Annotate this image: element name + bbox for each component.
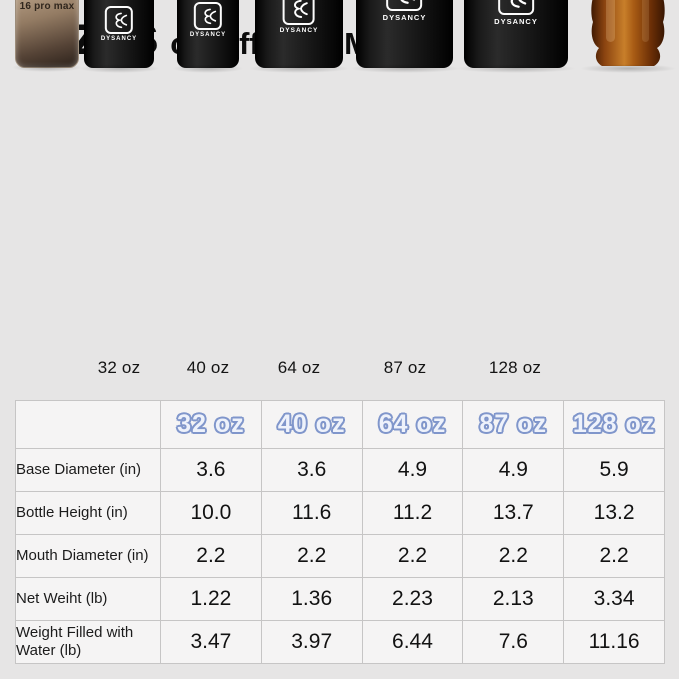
brand-logo: DYSANCY <box>101 6 137 42</box>
cell-value: 2.13 <box>462 577 565 621</box>
row-label: Base Diameter (in) <box>15 448 161 492</box>
caption-32oz: 32 oz <box>97 358 141 377</box>
cell-value: 3.97 <box>260 620 363 664</box>
bottle-87oz: DYSANCY <box>356 0 453 68</box>
cell-value: 5.9 <box>563 448 665 492</box>
brand-wordmark: DYSANCY <box>382 13 427 22</box>
cell-value: 3.6 <box>260 448 363 492</box>
cell-value: 2.2 <box>260 534 363 578</box>
row-label: Net Weiht (lb) <box>15 577 161 621</box>
bottle-32oz: DYSANCY <box>84 0 154 68</box>
bottle-body: DYSANCY <box>464 0 568 68</box>
cell-value: 13.2 <box>563 491 665 535</box>
caption-87oz: 87 oz <box>383 358 427 377</box>
cell-value: 4.9 <box>462 448 565 492</box>
column-header-87oz: 87 oz <box>462 400 565 449</box>
cell-value: 10.0 <box>160 491 262 535</box>
bottle-128oz: DYSANCY <box>464 0 568 68</box>
brand-wordmark: DYSANCY <box>279 27 319 34</box>
bottle-body: DYSANCY <box>84 0 154 68</box>
cell-value: 3.34 <box>563 577 665 621</box>
row-label: Bottle Height (in) <box>15 491 161 535</box>
brand-logo: DYSANCY <box>383 0 427 22</box>
table-row: Bottle Height (in) 10.0 11.6 11.2 13.7 1… <box>15 491 665 535</box>
cell-value: 3.6 <box>160 448 262 492</box>
table-row: Weight Filled with Water (lb) 3.47 3.97 … <box>15 620 665 664</box>
cell-value: 2.2 <box>160 534 262 578</box>
cola-body <box>591 0 665 66</box>
bottle-64oz: DYSANCY <box>255 0 343 68</box>
dysancy-logo-icon <box>498 0 534 15</box>
bottle-body: DYSANCY <box>177 0 239 68</box>
table-row: Mouth Diameter (in) 2.2 2.2 2.2 2.2 2.2 <box>15 534 665 578</box>
phone-16-pro-max: 16 pro max <box>15 0 79 68</box>
cell-value: 4.9 <box>361 448 464 492</box>
brand-logo: DYSANCY <box>494 0 538 26</box>
caption-40oz: 40 oz <box>186 358 230 377</box>
caption-128oz: 128 oz <box>488 358 542 377</box>
bottle-40oz: DYSANCY <box>177 0 239 68</box>
row-label: Mouth Diameter (in) <box>15 534 161 578</box>
cell-value: 2.2 <box>462 534 565 578</box>
dysancy-logo-icon <box>105 6 133 34</box>
caption-64oz: 64 oz <box>277 358 321 377</box>
column-header-64oz: 64 oz <box>361 400 464 449</box>
cell-value: 2.2 <box>563 534 665 578</box>
dysancy-logo-icon <box>386 0 423 11</box>
table-header-row: 32 oz 40 oz 64 oz 87 oz 128 oz <box>15 400 665 449</box>
cell-value: 13.7 <box>462 491 565 535</box>
column-header-40oz: 40 oz <box>260 400 363 449</box>
brand-wordmark: DYSANCY <box>100 36 138 42</box>
product-lineup: 16 pro max DYSANCY <box>0 0 679 395</box>
cell-value: 1.36 <box>260 577 363 621</box>
cola-2l-bottle: 2L 2L <box>586 0 670 68</box>
brand-logo: DYSANCY <box>280 0 319 34</box>
cell-value: 3.47 <box>160 620 262 664</box>
cell-value: 11.6 <box>260 491 363 535</box>
phone-label: 16 pro max <box>19 1 75 12</box>
table-row: Base Diameter (in) 3.6 3.6 4.9 4.9 5.9 <box>15 448 665 492</box>
cola-bottle-graphic: 2L 2L <box>591 0 665 66</box>
cell-value: 7.6 <box>462 620 565 664</box>
cell-value: 11.2 <box>361 491 464 535</box>
column-header-128oz: 128 oz <box>563 400 665 449</box>
table-row: Net Weiht (lb) 1.22 1.36 2.23 2.13 3.34 <box>15 577 665 621</box>
empty-corner-cell <box>15 400 161 449</box>
brand-wordmark: DYSANCY <box>494 17 538 26</box>
dysancy-logo-icon <box>282 0 315 25</box>
bottle-body: DYSANCY <box>356 0 453 68</box>
cell-value: 6.44 <box>361 620 464 664</box>
row-label: Weight Filled with Water (lb) <box>15 620 161 664</box>
cell-value: 2.2 <box>361 534 464 578</box>
cell-value: 11.16 <box>563 620 665 664</box>
spec-table: 32 oz 40 oz 64 oz 87 oz 128 oz Base Diam… <box>15 400 665 664</box>
dysancy-logo-icon <box>194 2 222 30</box>
brand-logo: DYSANCY <box>190 2 226 38</box>
brand-wordmark: DYSANCY <box>189 32 227 38</box>
cell-value: 2.23 <box>361 577 464 621</box>
column-header-32oz: 32 oz <box>160 400 262 449</box>
bottle-body: DYSANCY <box>255 0 343 68</box>
cell-value: 1.22 <box>160 577 262 621</box>
